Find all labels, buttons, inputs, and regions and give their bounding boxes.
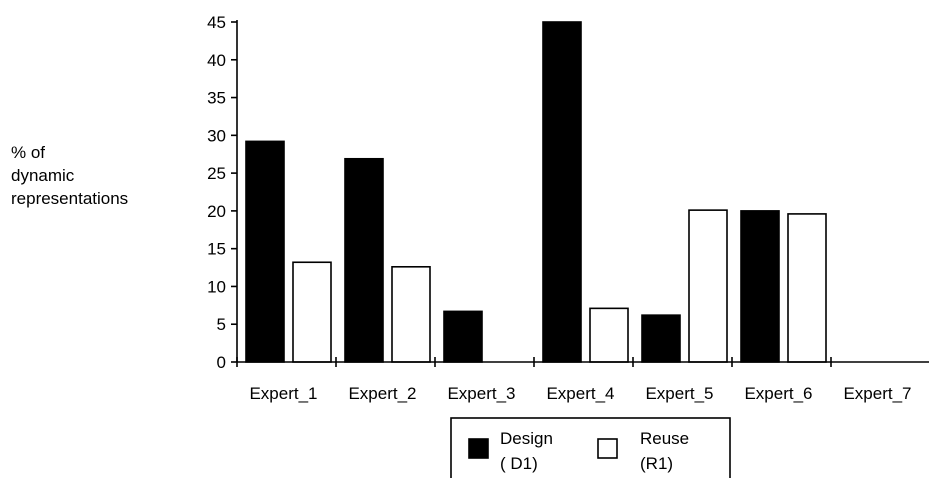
x-tick-label: Expert_7 bbox=[843, 384, 911, 403]
legend-label-series-1: ( D1) bbox=[500, 454, 538, 473]
y-tick-label: 10 bbox=[207, 277, 226, 296]
y-axis-label-line: % of bbox=[11, 143, 45, 162]
legend-swatch-series-2 bbox=[597, 438, 618, 459]
bar-expert-4-series-1 bbox=[542, 21, 582, 363]
legend-box bbox=[450, 417, 731, 478]
y-tick-label: 25 bbox=[207, 164, 226, 183]
x-tick-label: Expert_4 bbox=[546, 384, 614, 403]
bar-expert-5-series-2 bbox=[688, 209, 728, 363]
y-tick-label: 15 bbox=[207, 240, 226, 259]
y-tick-label: 0 bbox=[217, 353, 226, 372]
y-ticks: 0 5 10 15 20 25 30 35 40 45 bbox=[207, 13, 237, 372]
y-axis-label-line: representations bbox=[11, 189, 128, 208]
x-tick-label: Expert_1 bbox=[249, 384, 317, 403]
legend-label-series-2: Reuse bbox=[640, 429, 689, 448]
bars bbox=[245, 21, 827, 363]
x-tick-label: Expert_5 bbox=[645, 384, 713, 403]
legend-label-series-1: Design bbox=[500, 429, 553, 448]
y-tick-label: 20 bbox=[207, 202, 226, 221]
y-tick-label: 45 bbox=[207, 13, 226, 32]
axes bbox=[236, 20, 929, 367]
bar-expert-2-series-2 bbox=[391, 265, 431, 363]
legend-label-series-2: (R1) bbox=[640, 454, 673, 473]
y-tick-label: 35 bbox=[207, 89, 226, 108]
bar-expert-1-series-2 bbox=[292, 261, 332, 363]
y-tick-label: 30 bbox=[207, 126, 226, 145]
y-tick-label: 40 bbox=[207, 51, 226, 70]
x-tick-label: Expert_3 bbox=[447, 384, 515, 403]
bar-expert-1-series-1 bbox=[245, 140, 285, 363]
x-tick-label: Expert_6 bbox=[744, 384, 812, 403]
bar-expert-4-series-2 bbox=[589, 307, 629, 363]
y-tick-label: 5 bbox=[217, 315, 226, 334]
legend-swatch-series-1 bbox=[468, 438, 489, 459]
bar-expert-2-series-1 bbox=[344, 157, 384, 363]
legend: Design ( D1) Reuse (R1) bbox=[450, 417, 731, 478]
y-axis-label: % of dynamic representations bbox=[11, 143, 128, 208]
y-axis-label-line: dynamic bbox=[11, 166, 75, 185]
bar-expert-6-series-1 bbox=[740, 210, 780, 363]
x-tick-labels: Expert_1 Expert_2 Expert_3 Expert_4 Expert_5… bbox=[249, 384, 911, 403]
bar-expert-5-series-1 bbox=[641, 314, 681, 363]
x-tick-label: Expert_2 bbox=[348, 384, 416, 403]
bar-expert-3-series-1 bbox=[443, 310, 483, 363]
bar-expert-6-series-2 bbox=[787, 213, 827, 363]
